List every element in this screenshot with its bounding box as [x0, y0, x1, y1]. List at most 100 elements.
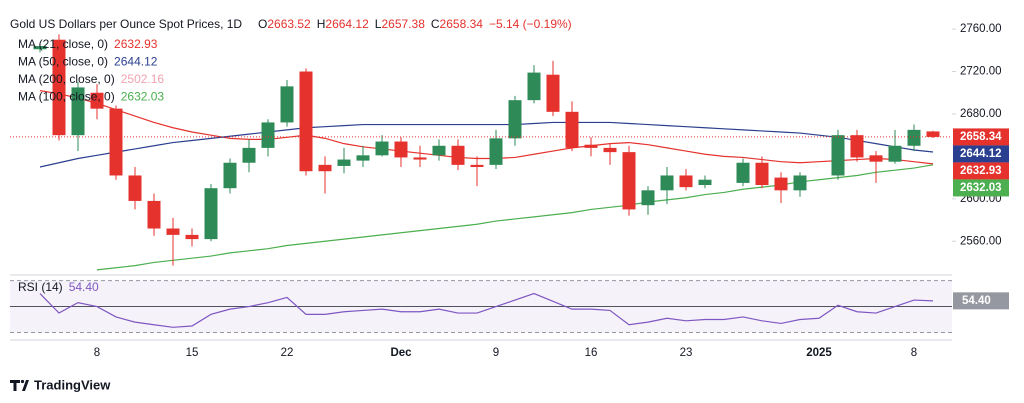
- ohlc-value: 2658.34: [440, 17, 484, 31]
- candle-body: [185, 234, 199, 240]
- rsi-tag-label: 54.40: [962, 295, 991, 307]
- candle-body: [679, 175, 693, 188]
- candle-body: [850, 135, 864, 158]
- candle-body: [907, 129, 921, 146]
- candle-body: [337, 159, 351, 166]
- candle-body: [394, 141, 408, 158]
- candle-body: [660, 175, 674, 191]
- candle-body: [280, 86, 294, 123]
- candle-body: [432, 145, 446, 156]
- legend-entry: MA (200, close, 0) 2502.16: [18, 72, 164, 86]
- x-tick-label: 9: [493, 347, 499, 359]
- candle-body: [546, 74, 560, 112]
- legend-name: MA (100, close, 0): [18, 90, 115, 104]
- candle-body: [869, 155, 883, 162]
- x-tick-label: 2025: [806, 347, 832, 359]
- candle-body: [489, 138, 503, 165]
- candle-body: [565, 111, 579, 148]
- ohlc-letter: L: [375, 17, 382, 31]
- y-tick-label: 2560.00: [960, 235, 1002, 247]
- candle-body: [584, 144, 598, 148]
- candle-body: [755, 162, 769, 186]
- candle-body: [147, 200, 161, 229]
- overlay: Gold US Dollars per Ounce Spot Prices, 1…: [10, 17, 1009, 359]
- candle-body: [793, 175, 807, 191]
- ohlc-value: 2664.12: [325, 17, 369, 31]
- ohlc-header: O2663.52 H2664.12 L2657.38 C2658.34 −5.14 (−…: [258, 17, 572, 31]
- candle-body: [90, 92, 104, 109]
- rsi-legend-value: 54.40: [69, 280, 99, 294]
- x-tick-label: 22: [281, 347, 294, 359]
- candle-body: [242, 147, 256, 163]
- ohlc-letter: H: [317, 17, 326, 31]
- legend-name: MA (21, close, 0): [18, 37, 108, 51]
- brand-logo-dot: [20, 379, 25, 384]
- price-tag-label: 2658.34: [960, 131, 1002, 143]
- candle-body: [375, 141, 389, 156]
- price-tag: [953, 145, 1009, 163]
- legend-value: 2644.12: [114, 55, 158, 69]
- legend-name: MA (200, close, 0): [18, 72, 115, 86]
- rsi-legend: RSI (14) 54.40: [18, 280, 99, 294]
- candle-body: [831, 135, 845, 176]
- chart-title: Gold US Dollars per Ounce Spot Prices, 1…: [10, 17, 242, 31]
- price-tag: [953, 179, 1009, 197]
- candle-body: [71, 87, 85, 136]
- ohlc-letter: O: [258, 17, 267, 31]
- ohlc-letter: C: [431, 17, 440, 31]
- price-tag-label: 2644.12: [960, 148, 1002, 160]
- x-tick-label: 15: [186, 347, 199, 359]
- rsi-line: [39, 292, 934, 328]
- candle-body: [508, 100, 522, 139]
- candle-body: [204, 188, 218, 240]
- candle-body: [736, 162, 750, 183]
- legend-entry: MA (21, close, 0) 2632.93: [18, 37, 158, 51]
- plot: [10, 28, 956, 334]
- candle-body: [318, 164, 332, 172]
- legend-entry: MA (100, close, 0) 2632.03: [18, 90, 164, 104]
- candle-body: [299, 71, 313, 172]
- y-tick-label: 2720.00: [960, 66, 1002, 78]
- candle-body: [698, 179, 712, 186]
- x-tick-label: 23: [680, 347, 693, 359]
- candle-body: [603, 147, 617, 153]
- price-tag: [953, 128, 1009, 146]
- legend-value: 2632.93: [114, 37, 158, 51]
- brand: TradingView: [10, 377, 111, 392]
- candle-body: [622, 152, 636, 210]
- ohlc-value: 2657.38: [381, 17, 425, 31]
- candle-body: [52, 39, 66, 136]
- brand-logo: [10, 380, 29, 391]
- candle-body: [470, 164, 484, 167]
- price-tag: [953, 162, 1009, 180]
- candle-body: [166, 228, 180, 235]
- candle-body: [413, 157, 427, 160]
- legend-value: 2502.16: [121, 72, 165, 86]
- legend-value: 2632.03: [121, 90, 165, 104]
- candle-body: [261, 122, 275, 148]
- x-tick-label: 8: [94, 347, 100, 359]
- ohlc-value: 2663.52: [267, 17, 311, 31]
- candle-body: [926, 131, 940, 137]
- x-tick-label: 8: [911, 347, 917, 359]
- price-tag-label: 2632.03: [960, 182, 1002, 194]
- candle-body: [223, 162, 237, 189]
- candle-body: [451, 145, 465, 165]
- ohlc-change: −5.14 (−0.19%): [489, 17, 572, 31]
- ma-line: [39, 121, 934, 168]
- rsi-tag: [953, 292, 1009, 310]
- legend-name: MA (50, close, 0): [18, 55, 108, 69]
- candles: [33, 34, 940, 266]
- y-tick-label: 2680.00: [960, 108, 1002, 120]
- candle-body: [527, 72, 541, 101]
- x-tick-label: Dec: [390, 347, 412, 359]
- candle-body: [128, 175, 142, 201]
- candle-body: [774, 177, 788, 191]
- y-tick-label: 2760.00: [960, 23, 1002, 35]
- x-tick-label: 16: [585, 347, 598, 359]
- legend-entry: MA (50, close, 0) 2644.12: [18, 55, 158, 69]
- candle-body: [33, 46, 47, 50]
